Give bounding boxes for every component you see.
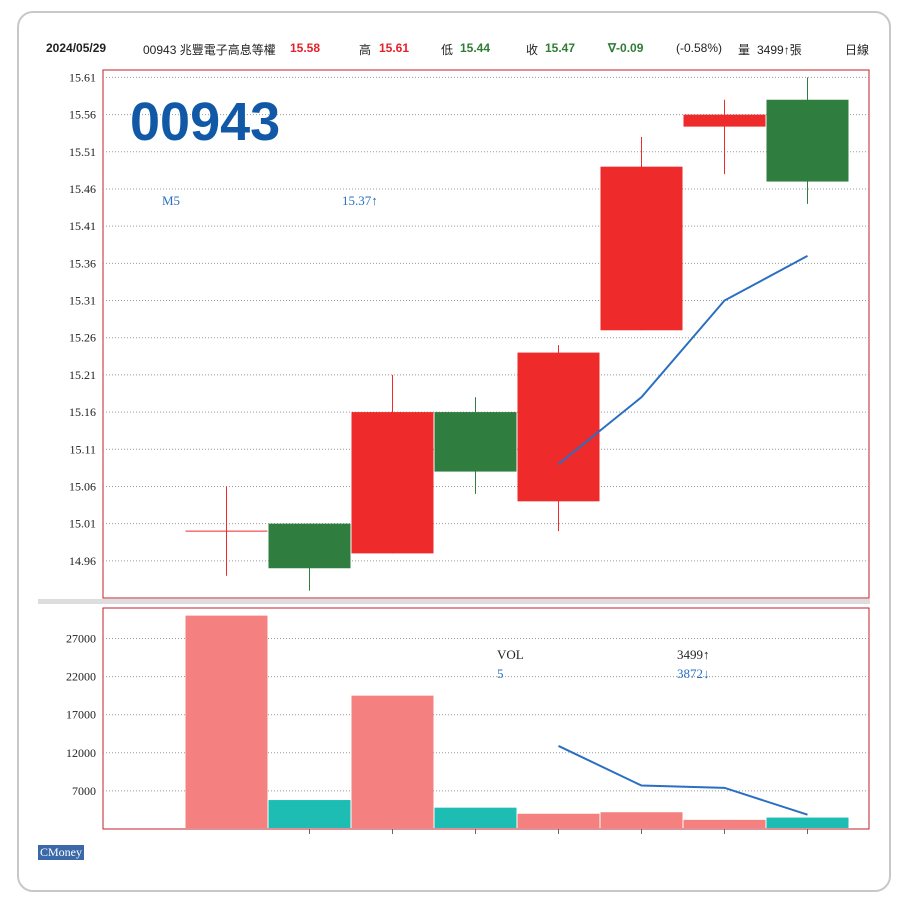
price-tick-label: 15.56	[69, 108, 96, 122]
candle-body	[683, 114, 766, 127]
volume-bars	[185, 615, 849, 828]
volume-bar	[766, 817, 849, 828]
candle-body	[351, 412, 434, 554]
candles	[185, 77, 849, 591]
ma5-line	[557, 255, 808, 465]
volume-panel-border	[102, 607, 870, 830]
candle-body	[517, 352, 600, 502]
high-value: 15.61	[379, 41, 410, 55]
period-label: 日線	[845, 43, 870, 57]
price-tick-label: 15.01	[69, 517, 96, 531]
volume-tick-label: 22000	[66, 670, 96, 684]
volume-bar	[683, 819, 766, 828]
candle-body	[766, 99, 849, 182]
low-value: 15.44	[460, 41, 491, 55]
candle-body	[600, 166, 683, 331]
quote-name: 00943 兆豐電子高息等權	[143, 43, 276, 57]
quote-open: 15.58	[290, 41, 321, 55]
price-tick-label: 15.46	[69, 182, 96, 196]
change-pct: (-0.58%)	[676, 41, 723, 55]
price-tick-label: 15.21	[69, 368, 96, 382]
cmoney-watermark: CMoney	[38, 845, 84, 860]
ma-legend-label: M5	[162, 193, 180, 208]
volume-value: 3499↑張	[757, 43, 802, 57]
price-tick-label: 15.16	[69, 405, 96, 419]
volume-bar	[434, 807, 517, 828]
price-tick-label: 15.26	[69, 331, 96, 345]
vol-legend-period: 5	[497, 666, 504, 681]
high-label: 高	[359, 43, 372, 57]
price-panel-border	[102, 69, 870, 599]
quote-date: 2024/05/29	[46, 41, 107, 55]
change-value: ∇-0.09	[608, 41, 644, 55]
panel-separator	[38, 599, 870, 604]
low-label: 低	[441, 43, 454, 57]
volume-tick-label: 27000	[66, 631, 96, 645]
price-axis: 15.61 15.56 15.51 15.46 15.41 15.36 15.31 15.26…	[69, 70, 96, 567]
price-tick-label: 15.61	[69, 70, 96, 84]
volume-axis: 27000 22000 17000 12000 7000	[66, 631, 96, 797]
volume-tick-label: 17000	[66, 708, 96, 722]
price-tick-label: 15.31	[69, 294, 96, 308]
ma-legend-value: 15.37↑	[342, 193, 378, 208]
volume-ma-line	[558, 745, 808, 816]
volume-label: 量	[738, 43, 751, 57]
volume-bar	[600, 812, 683, 828]
stock-code-label: 00943	[130, 92, 280, 152]
volume-tick-label: 7000	[72, 784, 96, 798]
volume-tick-label: 12000	[66, 746, 96, 760]
volume-bar	[351, 695, 434, 828]
volume-bar	[517, 813, 600, 828]
price-tick-label: 14.96	[69, 554, 96, 568]
price-tick-label: 15.36	[69, 256, 96, 270]
candle-body	[268, 523, 351, 569]
volume-bar	[185, 615, 268, 828]
vol-legend-ma-value: 3872↓	[677, 666, 710, 681]
vol-legend-value: 3499↑	[677, 647, 710, 662]
quote-header: 2024/05/29 00943 兆豐電子高息等權 15.58 高 15.61 …	[46, 41, 876, 61]
x-axis-ticks	[309, 829, 808, 834]
vol-legend-label: VOL	[497, 647, 524, 662]
candle-body	[434, 412, 517, 472]
price-tick-label: 15.51	[69, 145, 96, 159]
price-tick-label: 15.11	[69, 442, 96, 456]
price-tick-label: 15.06	[69, 479, 96, 493]
close-value: 15.47	[545, 41, 576, 55]
close-label: 收	[526, 43, 539, 57]
volume-bar	[268, 800, 351, 828]
price-tick-label: 15.41	[69, 219, 96, 233]
